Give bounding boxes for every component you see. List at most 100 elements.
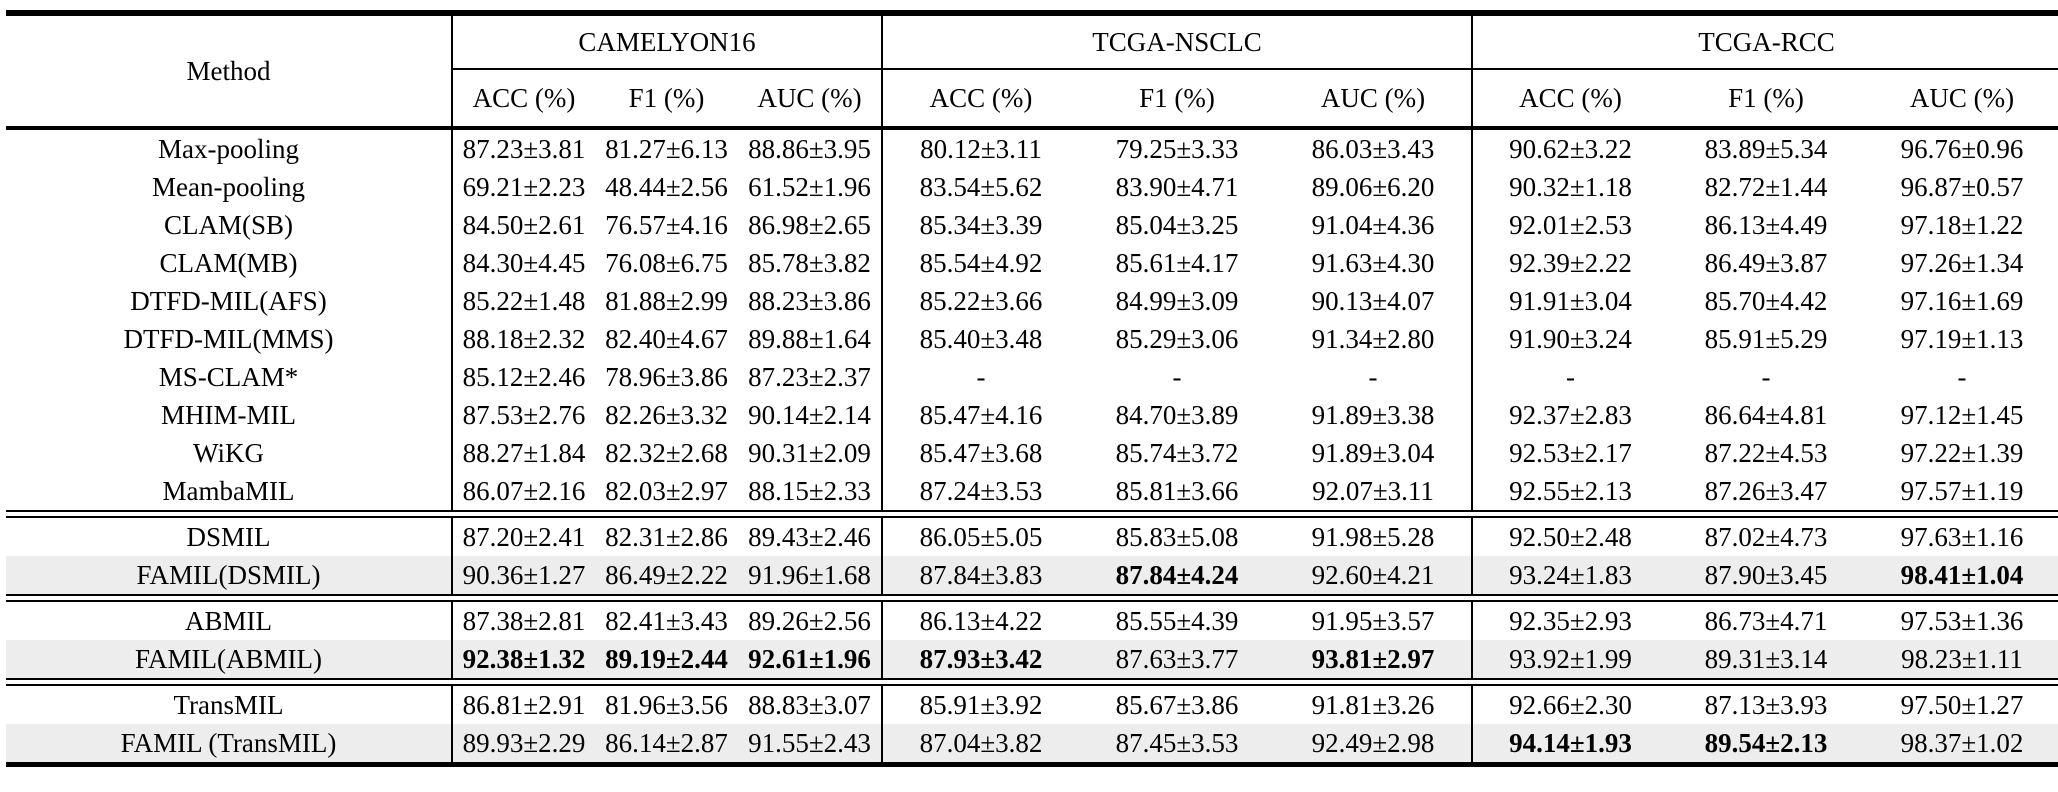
method-name: ABMIL [185, 605, 272, 636]
table-row: DSMIL 87.20±2.41 82.31±2.86 89.43±2.46 86.05… [6, 518, 2058, 556]
metric-value: 88.86±3.95 [748, 133, 871, 164]
metric-value: 97.12±1.45 [1900, 399, 2024, 430]
metric-value: 78.96±3.86 [605, 361, 728, 392]
metric-value: 82.72±1.44 [1704, 171, 1828, 202]
table-row: FAMIL (TransMIL) 89.93±2.29 86.14±2.87 91.5… [6, 724, 2058, 765]
metric-value: 87.93±3.42 [881, 640, 1079, 678]
metric-value: 87.90±3.45 [1704, 559, 1828, 590]
metric-value: 87.84±4.24 [1115, 559, 1239, 590]
metric-value: 89.54±2.13 [1704, 727, 1828, 758]
section-separator [6, 678, 2058, 686]
metric-value: 88.15±2.33 [748, 475, 871, 506]
group-header-tcga-nsclc: TCGA-NSCLC [881, 13, 1472, 70]
metric-value: 97.16±1.69 [1900, 285, 2024, 316]
metric-value: 80.12±3.11 [881, 128, 1079, 168]
table-row: FAMIL(DSMIL) 90.36±1.27 86.49±2.22 91.96±1.… [6, 556, 2058, 594]
table-row: DTFD-MIL(AFS) 85.22±1.48 81.88±2.99 88.23±3… [6, 282, 2058, 320]
metric-value: 90.62±3.22 [1471, 128, 1668, 168]
metric-value: 96.87±0.57 [1900, 171, 2024, 202]
group-header-camelyon16: CAMELYON16 [451, 13, 882, 70]
metric-value: 97.63±1.16 [1900, 521, 2024, 552]
metric-value: 98.23±1.11 [1901, 643, 2023, 674]
metric-value: 76.57±4.16 [605, 209, 728, 240]
metric-value: 92.39±2.22 [1471, 244, 1668, 282]
metric-value: 84.70±3.89 [1115, 399, 1239, 430]
metric-value: 79.25±3.33 [1115, 133, 1239, 164]
double-rule [6, 678, 2058, 686]
metric-value: 85.67±3.86 [1115, 689, 1239, 720]
metric-value: 85.22±1.48 [451, 282, 595, 320]
method-name: DTFD-MIL(AFS) [130, 285, 327, 316]
method-name: TransMIL [173, 689, 284, 720]
metric-value: 82.03±2.97 [605, 475, 728, 506]
table-row: ABMIL 87.38±2.81 82.41±3.43 89.26±2.56 86.13… [6, 602, 2058, 640]
metric-value: 97.53±1.36 [1900, 605, 2024, 636]
metric-value: 84.30±4.45 [451, 244, 595, 282]
metric-value: 98.37±1.02 [1900, 727, 2024, 758]
metric-value: 86.64±4.81 [1704, 399, 1828, 430]
metric-value: 97.50±1.27 [1900, 689, 2024, 720]
table-row: WiKG 88.27±1.84 82.32±2.68 90.31±2.09 85.47±… [6, 434, 2058, 472]
metric-value: 89.31±3.14 [1704, 643, 1828, 674]
metric-value: 86.07±2.16 [451, 472, 595, 510]
metric-value: 87.24±3.53 [881, 472, 1079, 510]
table-row: CLAM(MB) 84.30±4.45 76.08±6.75 85.78±3.82 85… [6, 244, 2058, 282]
metric-value: 89.06±6.20 [1311, 171, 1435, 202]
metric-value: 83.90±4.71 [1115, 171, 1239, 202]
metric-value: 86.13±4.22 [881, 602, 1079, 640]
metric-value: 97.19±1.13 [1900, 323, 2024, 354]
metric-value: 91.96±1.68 [748, 559, 871, 590]
metric-value: 85.54±4.92 [881, 244, 1079, 282]
col-header-c16-acc: ACC (%) [451, 69, 595, 128]
metric-value: 86.13±4.49 [1704, 209, 1828, 240]
metric-value: 91.89±3.38 [1311, 399, 1435, 430]
metric-value: 87.38±2.81 [451, 602, 595, 640]
metric-value: 92.37±2.83 [1471, 396, 1668, 434]
metric-value: 69.21±2.23 [451, 168, 595, 206]
section-separator [6, 510, 2058, 518]
metric-value: 87.04±3.82 [881, 724, 1079, 765]
table-body: Max-pooling 87.23±3.81 81.27±6.13 88.86±3.9… [6, 128, 2058, 765]
metric-value: 93.92±1.99 [1471, 640, 1668, 678]
metric-value: 48.44±2.56 [605, 171, 728, 202]
metric-value: 81.96±3.56 [605, 689, 728, 720]
metric-value: 90.36±1.27 [451, 556, 595, 594]
metric-value: 89.88±1.64 [748, 323, 871, 354]
metric-value: - [1172, 361, 1182, 392]
col-header-c16-f1: F1 (%) [628, 82, 705, 113]
metric-value: 85.47±3.68 [881, 434, 1079, 472]
metric-value: - [1957, 361, 1967, 392]
metric-value: 88.18±2.32 [451, 320, 595, 358]
metric-value: 88.23±3.86 [748, 285, 871, 316]
metric-value: 92.61±1.96 [748, 643, 871, 674]
metric-value: 93.24±1.83 [1471, 556, 1668, 594]
metric-header-row: ACC (%) F1 (%) AUC (%) ACC (%) F1 (%) AU… [6, 69, 2058, 128]
metric-value: - [1761, 361, 1771, 392]
col-header-c16-auc: AUC (%) [757, 82, 862, 113]
metric-value: 85.91±5.29 [1704, 323, 1828, 354]
table-header: Method CAMELYON16 TCGA-NSCLC TCGA-RCC AC… [6, 13, 2058, 128]
method-name: MambaMIL [162, 475, 295, 506]
metric-value: 83.89±5.34 [1704, 133, 1828, 164]
method-name: MS-CLAM* [158, 361, 299, 392]
metric-value: 76.08±6.75 [605, 247, 728, 278]
metric-value: 85.74±3.72 [1115, 437, 1239, 468]
metric-value: 86.03±3.43 [1311, 133, 1435, 164]
metric-value: - [1471, 358, 1668, 396]
metric-value: 97.22±1.39 [1900, 437, 2024, 468]
metric-value: 83.54±5.62 [881, 168, 1079, 206]
metric-value: 88.27±1.84 [451, 434, 595, 472]
method-name: FAMIL(ABMIL) [135, 643, 322, 674]
metric-value: 61.52±1.96 [748, 171, 871, 202]
metric-value: 84.99±3.09 [1115, 285, 1239, 316]
metric-value: 96.76±0.96 [1900, 133, 2024, 164]
metric-value: 91.55±2.43 [748, 727, 871, 758]
metric-value: 81.88±2.99 [605, 285, 728, 316]
metric-value: 85.22±3.66 [881, 282, 1079, 320]
metric-value: 84.50±2.61 [451, 206, 595, 244]
col-header-nsclc-acc: ACC (%) [881, 69, 1079, 128]
method-name: WiKG [193, 437, 264, 468]
method-name: CLAM(MB) [159, 247, 298, 278]
metric-value: 87.20±2.41 [451, 518, 595, 556]
